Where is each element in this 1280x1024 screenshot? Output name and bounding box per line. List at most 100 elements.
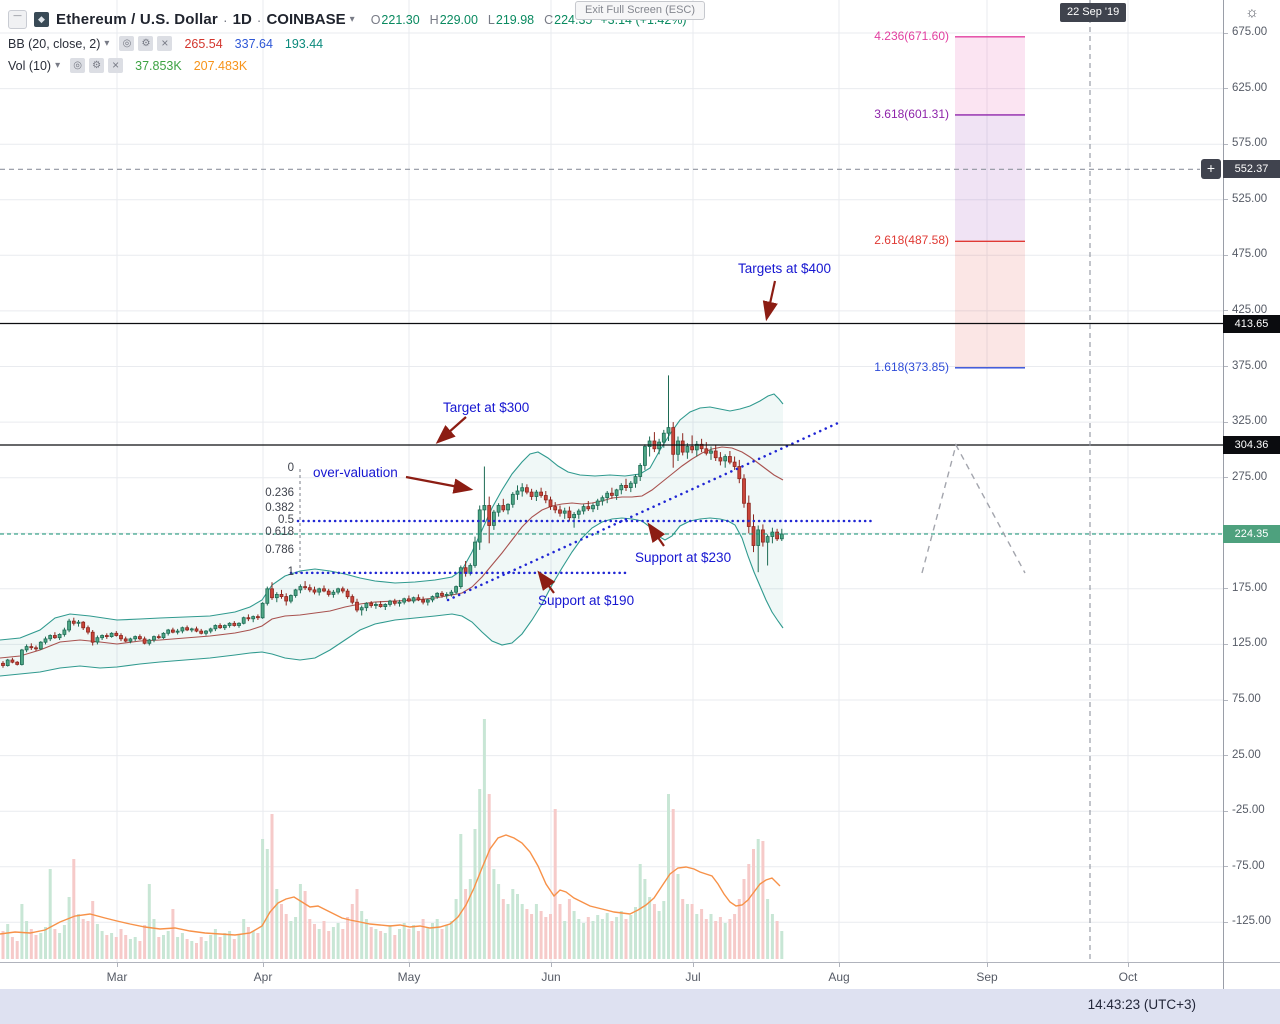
price-tick-mark [1224, 643, 1228, 645]
level-price-badge-304: 304.36 [1223, 436, 1280, 455]
price-tick-mark [1224, 755, 1228, 757]
price-tick-label: 625.00 [1232, 81, 1268, 94]
symbol-title[interactable]: Ethereum / U.S. Dollar [56, 11, 218, 28]
add-alert-plus-button[interactable] [1201, 159, 1221, 180]
projection-path [921, 443, 1026, 574]
low-value: 219.98 [495, 12, 535, 27]
price-tick-mark [1224, 143, 1228, 145]
vol-ma-value: 207.483K [193, 58, 248, 73]
fib-retracement-tool [289, 469, 877, 575]
month-tick-mark [263, 963, 264, 967]
month-tick-mark [1128, 963, 1129, 967]
chart-legend: Ethereum / U.S. Dollar · 1D · COINBASE O… [8, 10, 687, 80]
month-tick-mark [551, 963, 552, 967]
exit-fullscreen-tooltip: Exit Full Screen (ESC) [574, 1, 706, 20]
month-label: Mar [106, 970, 128, 984]
chart-canvas[interactable] [0, 0, 1224, 962]
open-label: O [370, 12, 381, 27]
price-tick-label: 575.00 [1232, 137, 1268, 150]
price-tick-label: 325.00 [1232, 415, 1268, 428]
bb-remove-icon[interactable] [157, 36, 173, 51]
month-label: Apr [253, 970, 273, 984]
vol-indicator-row: Vol (10) 37.853K 207.483K [8, 58, 687, 73]
fib-extension-tool [955, 36, 1025, 369]
vol-remove-icon[interactable] [108, 58, 124, 73]
bottom-status-bar: 14:43:23 (UTC+3) [0, 989, 1280, 1024]
price-tick-mark [1224, 866, 1228, 868]
last-price-badge: 224.35 [1223, 524, 1280, 543]
chevron-down-icon[interactable] [104, 38, 109, 49]
month-tick-mark [839, 963, 840, 967]
bb-lower-value: 193.44 [284, 36, 324, 51]
trendline-dotted [446, 421, 840, 602]
bb-values: 265.54 337.64 193.44 [184, 37, 335, 51]
high-label: H [429, 12, 439, 27]
month-tick-mark [693, 963, 694, 967]
price-tick-label: 275.00 [1232, 470, 1268, 483]
vol-indicator-label[interactable]: Vol (10) [8, 58, 52, 73]
exchange-label[interactable]: COINBASE [266, 11, 346, 28]
annotation-support-190[interactable]: Support at $190 [538, 593, 635, 608]
separator-dot: · [222, 11, 228, 28]
price-tick-label: 125.00 [1232, 637, 1268, 650]
interval-label[interactable]: 1D [232, 11, 252, 28]
bollinger-bands [0, 393, 784, 677]
annotation-arrow-support-230 [647, 522, 666, 547]
collapse-button[interactable] [8, 10, 27, 29]
price-tick-mark [1224, 699, 1228, 701]
candlestick-series [1, 375, 784, 668]
month-label: Jun [541, 970, 561, 984]
annotation-targets-400[interactable]: Targets at $400 [738, 261, 832, 276]
price-axis[interactable]: 675.00 625.00 575.00 525.00 475.00 425.00 375.… [1224, 0, 1280, 962]
price-tick-mark [1224, 421, 1228, 423]
bb-settings-gear-icon[interactable] [138, 36, 154, 51]
month-label: May [397, 970, 421, 984]
price-tick-mark [1224, 810, 1228, 812]
price-tick-label: 675.00 [1232, 26, 1268, 38]
price-tick-label: 525.00 [1232, 192, 1268, 205]
chevron-down-icon[interactable] [55, 60, 60, 71]
vol-values: 37.853K 207.483K [135, 59, 259, 73]
price-tick-mark [1224, 199, 1228, 201]
close-label: C [544, 12, 554, 27]
chevron-down-icon[interactable] [350, 14, 355, 25]
clock-readout: 14:43:23 (UTC+3) [1087, 997, 1196, 1012]
annotation-arrow-over-valuation [405, 475, 474, 494]
vol-visibility-icon[interactable] [70, 58, 86, 73]
annotation-over-valuation[interactable]: over-valuation [313, 465, 398, 480]
month-tick-mark [409, 963, 410, 967]
vertical-gridlines [116, 0, 1129, 962]
annotation-arrow-target-300 [435, 416, 467, 444]
price-tick-mark [1224, 366, 1228, 367]
crosshair-date-badge: 22 Sep '19 [1060, 3, 1127, 22]
open-value: 221.30 [381, 12, 420, 27]
month-label: Sep [976, 970, 998, 984]
annotation-target-300[interactable]: Target at $300 [443, 400, 530, 415]
bb-indicator-label[interactable]: BB (20, close, 2) [8, 36, 101, 51]
vol-settings-gear-icon[interactable] [89, 58, 105, 73]
separator-dot: · [256, 11, 262, 28]
price-tick-label: 75.00 [1232, 693, 1261, 705]
annotation-support-230[interactable]: Support at $230 [635, 550, 732, 565]
month-label: Jul [685, 970, 701, 984]
price-tick-mark [1224, 310, 1228, 312]
price-tick-label: 425.00 [1232, 303, 1268, 316]
vol-current-value: 37.853K [135, 58, 182, 73]
annotation-arrow-targets-400 [762, 280, 778, 322]
price-tick-mark [1224, 88, 1228, 90]
month-label: Aug [828, 970, 850, 984]
volume-ma-line [0, 834, 781, 936]
level-price-badge-413: 413.65 [1223, 314, 1280, 333]
theme-sun-icon[interactable] [1242, 3, 1262, 23]
annotation-arrow-support-190 [537, 570, 556, 594]
bb-visibility-icon[interactable] [119, 36, 135, 51]
price-tick-label: 175.00 [1232, 581, 1268, 594]
price-axis-separator [1223, 0, 1224, 989]
time-axis[interactable]: Mar Apr May Jun Jul Aug Sep Oct [0, 962, 1280, 990]
volume-bars [1, 719, 784, 959]
month-tick-mark [117, 963, 118, 967]
price-tick-label: -25.00 [1232, 804, 1265, 817]
price-tick-mark [1224, 477, 1228, 479]
bb-upper-value: 265.54 [184, 36, 223, 51]
